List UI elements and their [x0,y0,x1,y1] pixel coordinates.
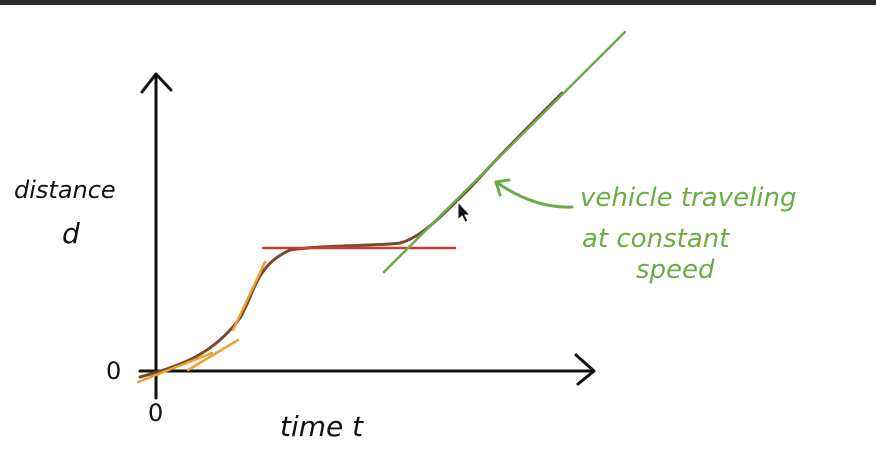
y-axis-label-line2: d [62,217,80,250]
distance-time-curve [138,91,564,379]
y-axis-arrowhead [140,72,173,94]
annotation-line1: vehicle traveling [580,183,797,213]
axes [138,72,596,400]
tangent-line-orange-3 [231,260,267,332]
window-top-bar [0,0,876,5]
x-axis-arrowhead [574,353,596,386]
y-origin-label: 0 [106,357,121,385]
tangent-line-orange-2 [186,338,240,372]
cursor-icon [457,200,472,223]
annotation-line2: at constant [582,224,730,254]
tangent-line-green [382,30,627,274]
annotation-line3: speed [636,255,715,285]
y-axis-label-line1: distance [14,176,116,204]
tangent-line-orange-1 [136,351,214,384]
tangent-lines [136,30,627,384]
annotation-arrow [494,178,574,209]
x-axis-label: time t [280,410,364,443]
x-origin-label: 0 [148,399,163,427]
